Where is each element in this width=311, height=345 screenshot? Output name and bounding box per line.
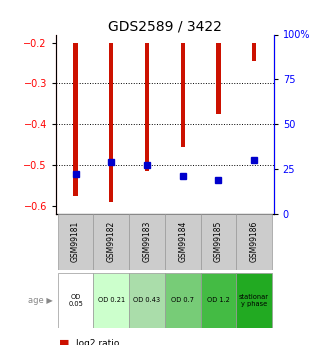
Bar [129,273,165,328]
Bar [201,273,236,328]
Bar [236,214,272,270]
Text: OD 0.43: OD 0.43 [133,297,160,303]
Text: GSM99181: GSM99181 [71,221,80,263]
Bar [216,43,220,114]
Text: GSM99182: GSM99182 [107,221,116,263]
Text: age ▶: age ▶ [28,296,53,305]
Text: OD
0.05: OD 0.05 [68,294,83,307]
Text: OD 0.21: OD 0.21 [98,297,125,303]
Bar [201,214,236,270]
Text: GSM99186: GSM99186 [249,221,258,263]
Text: log2 ratio: log2 ratio [76,339,119,345]
Bar [93,214,129,270]
Bar [252,43,256,61]
Bar [58,214,93,270]
Bar [93,273,129,328]
Title: GDS2589 / 3422: GDS2589 / 3422 [108,19,222,33]
Text: GSM99184: GSM99184 [178,221,187,263]
Bar [109,43,114,202]
Bar [180,43,185,147]
Text: ■: ■ [59,339,70,345]
Bar [236,273,272,328]
Bar [165,273,201,328]
Bar [58,273,93,328]
Text: OD 1.2: OD 1.2 [207,297,230,303]
Text: OD 0.7: OD 0.7 [171,297,194,303]
Bar [165,214,201,270]
Text: GSM99183: GSM99183 [142,221,151,263]
Bar [73,43,78,196]
Bar [129,214,165,270]
Text: stationar
y phase: stationar y phase [239,294,269,307]
Text: GSM99185: GSM99185 [214,221,223,263]
Bar [145,43,149,171]
